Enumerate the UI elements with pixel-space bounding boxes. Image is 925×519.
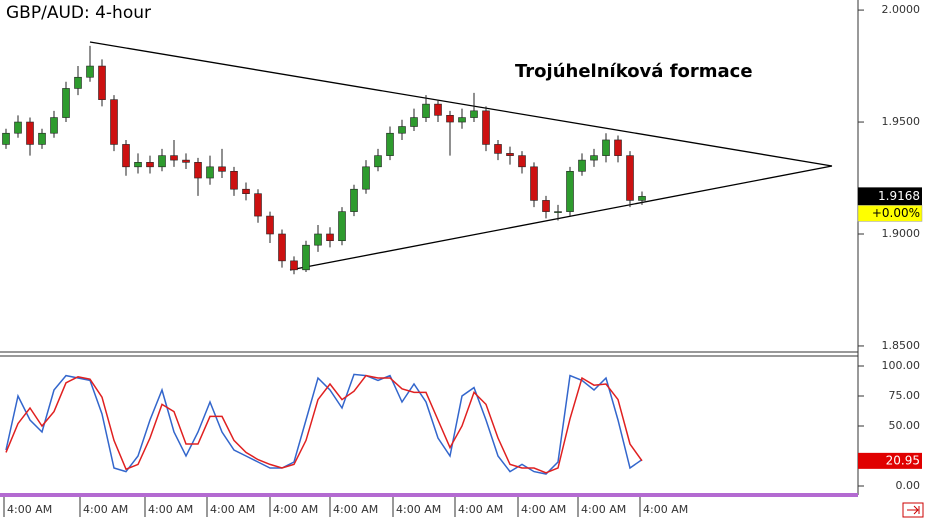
- candle-body: [458, 117, 466, 123]
- x-tick-label: 4:00 AM: [581, 503, 626, 516]
- x-tick-label: 4:00 AM: [396, 503, 441, 516]
- y-tick-label: 75.00: [889, 389, 921, 402]
- candle-body: [266, 215, 274, 235]
- candle-body: [434, 103, 442, 116]
- trend-line: [289, 165, 833, 271]
- candle-body: [542, 200, 550, 212]
- y-tick-label: 50.00: [889, 419, 921, 432]
- x-tick-label: 4:00 AM: [458, 503, 503, 516]
- change-label: +0.00%: [872, 206, 920, 220]
- candle-body: [554, 211, 562, 213]
- candle-body: [134, 162, 142, 168]
- y-tick-label: 100.00: [882, 359, 921, 372]
- y-tick-label: 0.00: [896, 479, 921, 492]
- candle-body: [446, 115, 454, 123]
- x-tick-label: 4:00 AM: [333, 503, 378, 516]
- y-tick-label: 1.8500: [882, 339, 921, 352]
- candle-body: [98, 65, 106, 100]
- x-tick-label: 4:00 AM: [7, 503, 52, 516]
- candle-body: [170, 155, 178, 161]
- candle-body: [254, 193, 262, 217]
- x-tick-label: 4:00 AM: [643, 503, 688, 516]
- change-box: [857, 205, 923, 222]
- candle-body: [206, 166, 214, 179]
- candle-body: [2, 132, 10, 145]
- candle-body: [506, 153, 514, 156]
- candle-body: [566, 170, 574, 212]
- candle-body: [422, 103, 430, 118]
- candle-body: [62, 88, 70, 118]
- scroll-icon: [907, 505, 920, 515]
- candle-body: [410, 117, 418, 127]
- candle-body: [14, 121, 22, 134]
- last-price-label: 1.9168: [878, 189, 920, 203]
- x-tick-label: 4:00 AM: [210, 503, 255, 516]
- annotation: Trojúhelníková formace: [515, 61, 753, 82]
- stochastic-line: [5, 373, 643, 475]
- x-tick-label: 4:00 AM: [83, 503, 128, 516]
- candle-body: [314, 233, 322, 246]
- last-price-box: [858, 187, 922, 206]
- last-value-label: 20.95: [886, 453, 920, 467]
- x-tick-label: 4:00 AM: [148, 503, 193, 516]
- candle-body: [626, 155, 634, 201]
- candle-body: [122, 144, 130, 168]
- chart-title: GBP/AUD: 4-hour: [6, 3, 151, 23]
- y-tick-label: 2.0000: [882, 3, 921, 16]
- candle-body: [146, 162, 154, 168]
- last-value-box: [858, 452, 922, 469]
- candle-body: [350, 188, 358, 212]
- candle-body: [590, 155, 598, 161]
- candle-body: [230, 170, 238, 190]
- candle-body: [194, 162, 202, 179]
- candle-body: [482, 110, 490, 145]
- time-strip: [0, 493, 858, 497]
- candle-body: [518, 155, 526, 168]
- candle-body: [218, 166, 226, 172]
- candle-body: [386, 132, 394, 156]
- candle-body: [290, 260, 298, 271]
- candle-body: [38, 132, 46, 145]
- candle-body: [530, 166, 538, 201]
- candle-body: [158, 155, 166, 168]
- trend-line: [89, 41, 833, 167]
- candle-body: [638, 196, 646, 201]
- candle-body: [374, 155, 382, 168]
- candle-body: [278, 233, 286, 262]
- candle-body: [494, 144, 502, 154]
- candle-body: [398, 126, 406, 134]
- candle-body: [74, 76, 82, 89]
- candle-body: [86, 65, 94, 78]
- candle-body: [26, 121, 34, 145]
- candle-body: [578, 159, 586, 172]
- candle-body: [470, 110, 478, 118]
- candle-body: [326, 233, 334, 242]
- candle-body: [50, 117, 58, 134]
- y-tick-label: 1.9500: [882, 115, 921, 128]
- candle-body: [602, 139, 610, 156]
- candle-body: [614, 139, 622, 156]
- candle-body: [242, 188, 250, 194]
- candle-body: [182, 159, 190, 163]
- candle-body: [362, 166, 370, 190]
- candle-body: [302, 244, 310, 271]
- y-tick-label: 1.9000: [882, 227, 921, 240]
- x-tick-label: 4:00 AM: [273, 503, 318, 516]
- candle-body: [110, 99, 118, 145]
- candle-body: [338, 211, 346, 242]
- stochastic-line: [5, 374, 643, 474]
- x-tick-label: 4:00 AM: [521, 503, 566, 516]
